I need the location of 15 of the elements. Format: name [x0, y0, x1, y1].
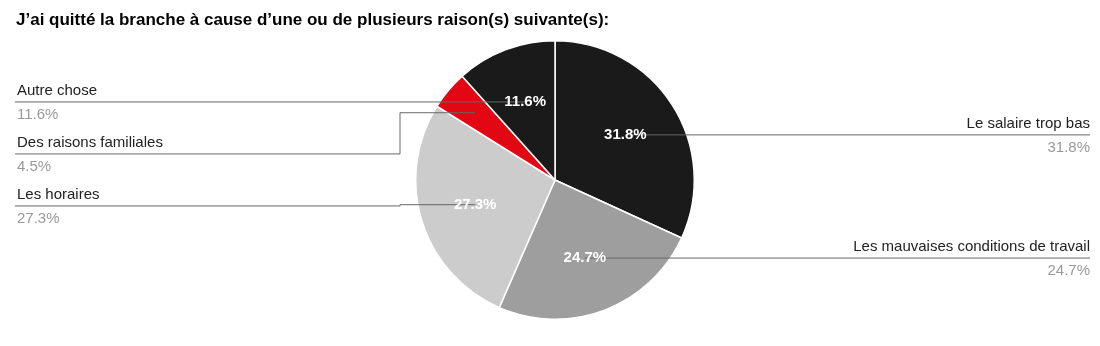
- data-label: 27.3%: [17, 208, 60, 226]
- slice-label: Des raisons familiales: [17, 132, 163, 150]
- text: 27.3%: [453, 194, 497, 212]
- data-label: 11.6%: [17, 104, 59, 122]
- slice-label: Les horaires: [17, 184, 100, 202]
- slice-label: Le salaire trop bas: [966, 113, 1090, 131]
- text: 24.7%: [563, 248, 607, 266]
- data-label: 24.7%: [1047, 260, 1090, 278]
- slice-label: Les mauvaises conditions de travail: [853, 236, 1090, 254]
- text: 31.8%: [604, 125, 647, 142]
- chart-title: J’ai quitté la branche à cause d’une ou de plusieurs raison(s) suivante(s):: [16, 10, 610, 30]
- slice-label: Autre chose: [17, 80, 98, 98]
- data-label: 31.8%: [1047, 137, 1090, 155]
- text: 11.6%: [504, 92, 547, 110]
- data-label: 4.5%: [17, 156, 52, 174]
